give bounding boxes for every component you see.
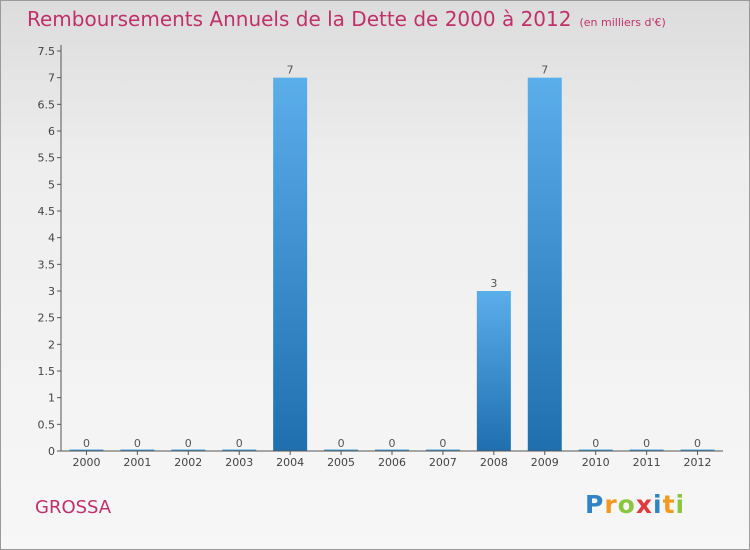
bar-2008 bbox=[476, 291, 511, 451]
y-tick-label: 2.5 bbox=[38, 312, 56, 325]
x-tick-label: 2006 bbox=[378, 456, 406, 469]
data-label: 0 bbox=[236, 437, 243, 450]
x-tick-label: 2001 bbox=[123, 456, 151, 469]
y-tick-label: 5.5 bbox=[38, 152, 56, 165]
x-tick-label: 2004 bbox=[276, 456, 304, 469]
data-label: 0 bbox=[592, 437, 599, 450]
x-tick-label: 2007 bbox=[429, 456, 457, 469]
x-tick-label: 2010 bbox=[582, 456, 610, 469]
x-tick-label: 2008 bbox=[480, 456, 508, 469]
logo-letter: r bbox=[604, 490, 618, 519]
data-labels-group: 0 0 0 0 7 0 0 0 3 7 0 0 0 bbox=[83, 64, 701, 450]
bar-2003 bbox=[222, 449, 257, 451]
y-tick-label: 6 bbox=[48, 125, 55, 138]
x-tick-label: 2002 bbox=[174, 456, 202, 469]
y-tick-label: 4 bbox=[48, 232, 55, 245]
chart-unit: (en milliers d'€) bbox=[579, 16, 666, 29]
data-label: 7 bbox=[541, 64, 548, 77]
bar-2009 bbox=[527, 77, 562, 452]
data-label: 0 bbox=[694, 437, 701, 450]
y-tick-label: 5 bbox=[48, 178, 55, 191]
y-axis-ticks: 0 0.5 1 1.5 2 2.5 3 3.5 4 4.5 5 5.5 6 6.5 7 7.5 bbox=[38, 45, 61, 458]
bar-2005 bbox=[324, 449, 359, 451]
proxiti-logo: Proxiti bbox=[585, 490, 685, 519]
bar-2007 bbox=[425, 449, 460, 451]
data-label: 0 bbox=[338, 437, 345, 450]
y-tick-label: 4.5 bbox=[38, 205, 56, 218]
y-tick-label: 0.5 bbox=[38, 418, 56, 431]
bar-2010 bbox=[578, 449, 613, 451]
y-tick-label: 2 bbox=[48, 338, 55, 351]
x-tick-label: 2009 bbox=[531, 456, 559, 469]
y-tick-label: 1.5 bbox=[38, 365, 56, 378]
logo-letter: P bbox=[585, 490, 605, 519]
logo-letter: i bbox=[675, 490, 686, 519]
y-tick-label: 1 bbox=[48, 392, 55, 405]
data-label: 7 bbox=[287, 64, 294, 77]
y-tick-label: 6.5 bbox=[38, 98, 56, 111]
chart-title: Remboursements Annuels de la Dette de 20… bbox=[27, 7, 666, 31]
bar-2004 bbox=[273, 77, 308, 452]
bar-2012 bbox=[680, 449, 715, 451]
y-tick-label: 7 bbox=[48, 72, 55, 85]
bar-2000 bbox=[69, 449, 104, 451]
data-label: 0 bbox=[185, 437, 192, 450]
data-label: 0 bbox=[439, 437, 446, 450]
y-tick-label: 7.5 bbox=[38, 45, 56, 58]
y-tick-label: 0 bbox=[48, 445, 55, 458]
data-label: 0 bbox=[83, 437, 90, 450]
logo-letter: t bbox=[662, 490, 676, 519]
bars-group bbox=[69, 77, 715, 452]
logo-letter: o bbox=[617, 490, 636, 519]
chart-title-text: Remboursements Annuels de la Dette de 20… bbox=[27, 7, 572, 31]
x-tick-label: 2012 bbox=[684, 456, 712, 469]
x-tick-label: 2003 bbox=[225, 456, 253, 469]
data-label: 0 bbox=[134, 437, 141, 450]
x-tick-label: 2000 bbox=[72, 456, 100, 469]
logo-letter: x bbox=[635, 490, 653, 519]
data-label: 0 bbox=[389, 437, 396, 450]
commune-name: GROSSA bbox=[35, 497, 112, 518]
x-axis-ticks: 2000 2001 2002 2003 2004 2005 2006 2007 2008 2009… bbox=[72, 451, 712, 469]
x-tick-label: 2011 bbox=[633, 456, 661, 469]
y-tick-label: 3.5 bbox=[38, 258, 56, 271]
logo-letter: i bbox=[653, 490, 663, 519]
bar-2011 bbox=[629, 449, 664, 451]
data-label: 3 bbox=[490, 277, 497, 290]
data-label: 0 bbox=[643, 437, 650, 450]
y-tick-label: 3 bbox=[48, 285, 55, 298]
bar-2002 bbox=[171, 449, 206, 451]
x-tick-label: 2005 bbox=[327, 456, 355, 469]
bar-2006 bbox=[375, 449, 409, 451]
bar-2001 bbox=[120, 449, 155, 451]
